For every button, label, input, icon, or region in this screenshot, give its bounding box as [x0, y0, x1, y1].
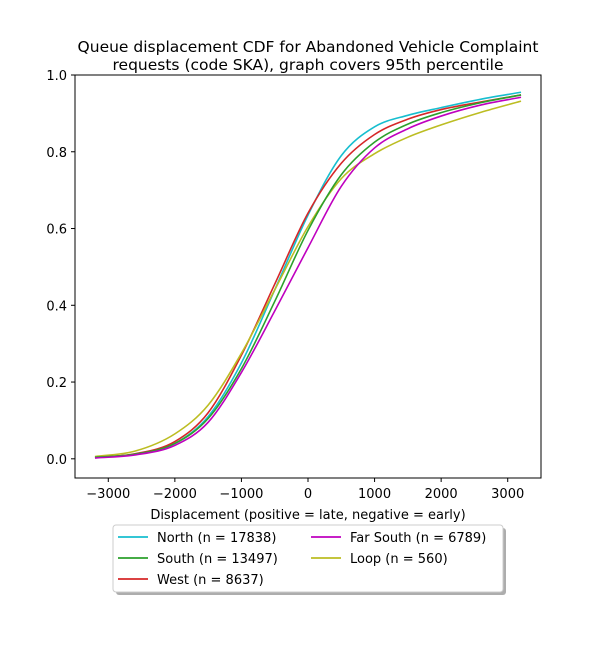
- series-line-3: [94, 94, 522, 459]
- y-tick-label: 0.6: [46, 223, 67, 238]
- y-tick-label: 0.2: [46, 376, 67, 391]
- y-tick-label: 0.0: [46, 453, 67, 468]
- legend-entry-label: South (n = 13497): [157, 552, 278, 567]
- y-tick-label: 1.0: [46, 69, 67, 84]
- legend-entry-label: West (n = 8637): [157, 573, 264, 588]
- series-layer: [94, 91, 522, 459]
- x-tick-label: 3000: [491, 487, 524, 502]
- plot-frame: [74, 74, 542, 479]
- series-line-1: [94, 94, 522, 459]
- legend: North (n = 17838) South (n = 13497) West (…: [112, 524, 506, 595]
- x-axis: −3000 −2000 −1000 0 1000 2000 3000: [86, 478, 524, 502]
- x-tick-label: −1000: [219, 487, 263, 502]
- legend-entry-label: North (n = 17838): [157, 531, 276, 546]
- x-axis-label: Displacement (positive = late, negative …: [150, 508, 465, 523]
- series-line-0: [94, 91, 522, 459]
- legend-entry-label: Loop (n = 560): [350, 552, 448, 567]
- x-tick-label: 1000: [358, 487, 391, 502]
- x-tick-label: −3000: [86, 487, 130, 502]
- x-tick-label: 0: [304, 487, 312, 502]
- y-tick-label: 0.8: [46, 146, 67, 161]
- series-line-4: [94, 96, 522, 459]
- chart-title-line-1: Queue displacement CDF for Abandoned Veh…: [78, 38, 539, 56]
- y-tick-label: 0.4: [46, 299, 67, 314]
- legend-entry-label: Far South (n = 6789): [350, 531, 486, 546]
- chart-title-line-2: requests (code SKA), graph covers 95th p…: [113, 56, 504, 74]
- x-tick-label: −2000: [153, 487, 197, 502]
- series-line-2: [94, 100, 522, 458]
- x-tick-label: 2000: [425, 487, 458, 502]
- legend-box: [112, 524, 504, 593]
- y-axis: 0.0 0.2 0.4 0.6 0.8 1.0: [46, 69, 75, 468]
- chart-title: Queue displacement CDF for Abandoned Veh…: [78, 38, 539, 74]
